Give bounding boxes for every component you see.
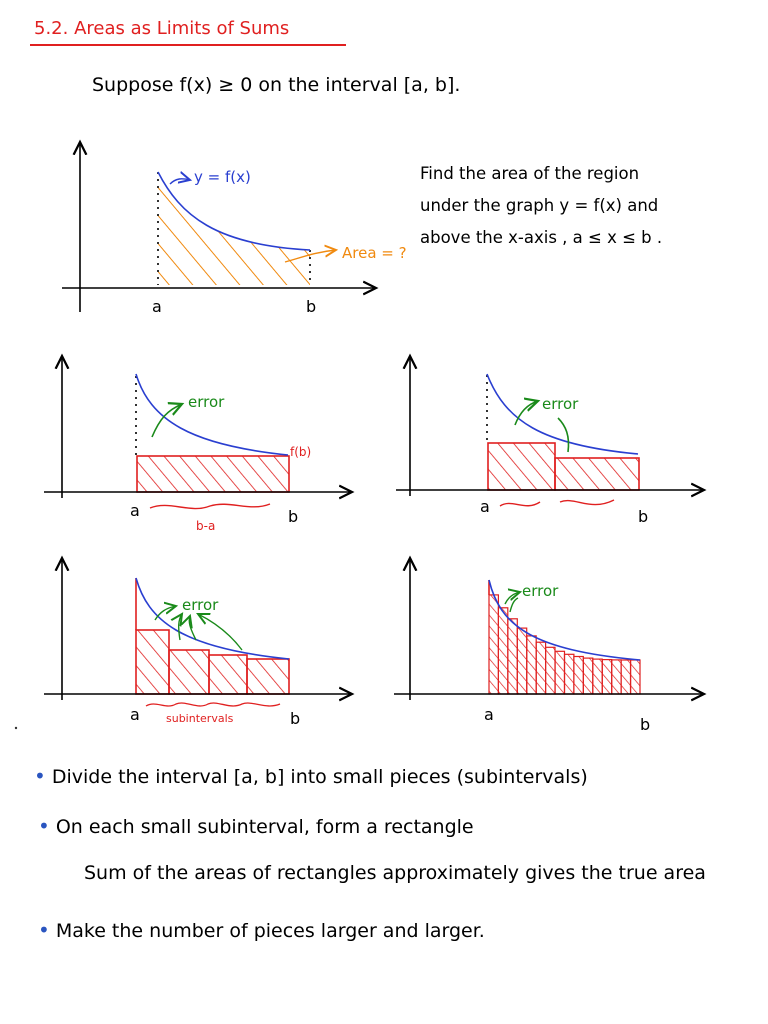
bullet-2: • On each small subinterval, form a rect… [38, 814, 474, 838]
p4-error-arrow-2 [509, 597, 519, 613]
bullet-3-text: Make the number of pieces larger and lar… [55, 920, 485, 942]
p4-rect [620, 659, 632, 695]
p1-a-label: a [130, 501, 140, 520]
p2-curve [486, 373, 639, 455]
p1-error-label: error [188, 393, 225, 411]
p4-error-arrow-1 [504, 592, 520, 605]
p3-error-arrow-2 [179, 614, 182, 641]
curve-label-arrow [169, 179, 190, 185]
p4-rect [563, 653, 575, 695]
p1-curve [135, 373, 289, 456]
p4-rect [573, 655, 584, 695]
bullet-2-text: On each small subinterval, form a rectan… [55, 816, 474, 838]
p2-rect-2 [554, 457, 640, 491]
p3-curve [135, 577, 290, 660]
p4-rect [526, 635, 537, 695]
p4-rect [507, 618, 518, 695]
p3-error-arrow-1 [154, 606, 176, 621]
p4-error-label: error [522, 582, 559, 600]
panel-four-rectangles: error subintervals a b [44, 558, 352, 728]
p4-rect [554, 650, 566, 695]
p1-b-label: b [288, 507, 298, 526]
p2-error-arrow-2 [557, 417, 570, 453]
intro-text: Suppose f(x) ≥ 0 on the interval [a, b]. [92, 74, 461, 96]
p2-error-arrow-1 [514, 401, 538, 426]
main-area-hatch [158, 172, 310, 285]
main-graph: y = f(x) Area = ? a b [62, 142, 407, 316]
p1-width-label: b-a [196, 519, 215, 533]
stray-dot [14, 726, 18, 730]
area-label: Area = ? [342, 244, 407, 262]
description-line-3: above the x-axis , a ≤ x ≤ b . [420, 228, 663, 247]
bullet-dot-icon: • [38, 918, 50, 942]
curve-label: y = f(x) [194, 168, 251, 186]
p4-rect [516, 627, 528, 695]
p4-rect [611, 659, 622, 695]
p1-error-arrow [151, 404, 182, 438]
p4-rectangles [488, 580, 641, 695]
panel-two-rectangles: error a b [396, 356, 704, 526]
p4-rect [629, 659, 641, 695]
area-label-arrow [284, 250, 336, 263]
p3-rect-4 [246, 658, 290, 695]
bullet-dot-icon: • [34, 764, 46, 788]
p3-error-arrow-4 [198, 614, 243, 651]
bullet-1-text: Divide the interval [a, b] into small pi… [51, 766, 588, 788]
p1-rect [136, 455, 290, 493]
p4-rect [497, 607, 509, 695]
p3-sub-label: subintervals [166, 712, 234, 725]
p4-rect [582, 657, 594, 695]
main-a-label: a [152, 297, 162, 316]
p3-rect-3 [208, 654, 248, 695]
p4-rect [592, 658, 603, 695]
bullet-2-sub-text: Sum of the areas of rectangles approxima… [84, 862, 706, 884]
p1-fb-label: f(b) [290, 445, 311, 459]
main-b-label: b [306, 297, 316, 316]
p4-rect [601, 658, 613, 695]
p2-b-label: b [638, 507, 648, 526]
p2-rect-1 [487, 442, 556, 491]
p2-a-label: a [480, 497, 490, 516]
bullet-dot-icon: • [38, 814, 50, 838]
bullet-3: • Make the number of pieces larger and l… [38, 918, 485, 942]
bullet-2-sub: Sum of the areas of rectangles approxima… [84, 862, 706, 884]
description-line-2: under the graph y = f(x) and [420, 196, 659, 215]
p2-braces [499, 499, 615, 507]
panel-many-rectangles: error a b [394, 558, 704, 734]
p3-rect-1 [135, 629, 170, 695]
p4-a-label: a [484, 705, 494, 724]
bullet-1: • Divide the interval [a, b] into small … [34, 764, 588, 788]
p2-error-label: error [542, 395, 579, 413]
p4-rect [488, 594, 499, 695]
title-underline [30, 44, 346, 46]
p4-rect [544, 646, 556, 695]
p4-curve [488, 579, 641, 661]
p1-brace [149, 503, 271, 510]
p3-error-label: error [182, 596, 219, 614]
main-curve [157, 171, 311, 251]
p3-braces [145, 702, 281, 707]
p3-a-label: a [130, 705, 140, 724]
page-title: 5.2. Areas as Limits of Sums [34, 18, 290, 39]
description-line-1: Find the area of the region [420, 164, 640, 183]
p3-error-arrow-3 [189, 616, 197, 641]
p3-rect-2 [168, 649, 210, 695]
p3-b-label: b [290, 709, 300, 728]
p4-b-label: b [640, 715, 650, 734]
panel-one-rectangle: error f(b) b-a a b [44, 356, 352, 533]
p4-rect [535, 641, 547, 695]
